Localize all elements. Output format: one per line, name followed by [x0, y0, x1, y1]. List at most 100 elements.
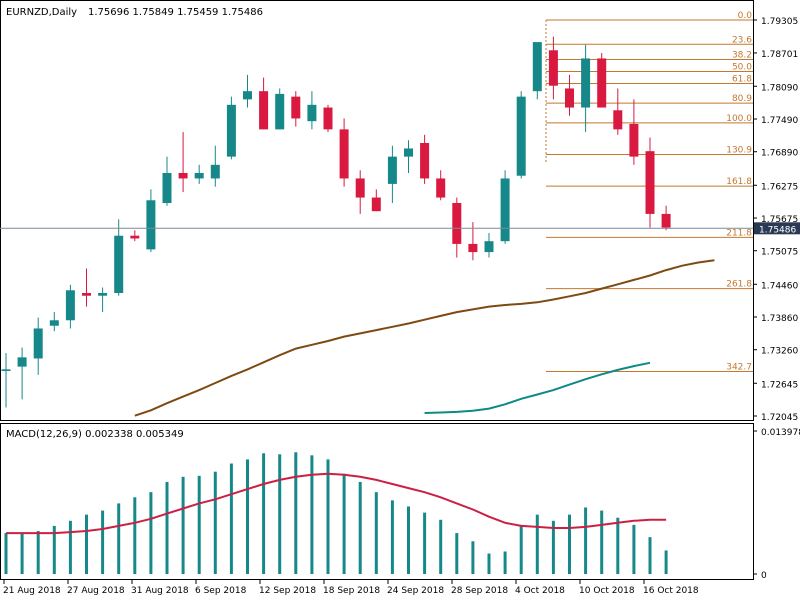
- candle-body: [210, 164, 220, 179]
- price-axis-tick-label: 1.76890: [761, 149, 798, 159]
- macd-histogram-bar: [374, 492, 378, 574]
- price-axis-tick-label: 1.72045: [761, 413, 798, 423]
- candle-body: [178, 173, 188, 179]
- time-axis-tick-label: 18 Sep 2018: [323, 586, 380, 596]
- candle-body: [226, 104, 236, 157]
- time-axis-tick-label: 21 Aug 2018: [3, 586, 61, 596]
- time-axis-tick-label: 12 Sep 2018: [259, 586, 316, 596]
- macd-histogram-bar: [52, 525, 56, 574]
- chart-ohlc-readout: 1.75696 1.75849 1.75459 1.75486: [88, 7, 263, 18]
- macd-histogram-bar: [117, 503, 121, 574]
- fib-level-label: 61.8: [732, 75, 752, 85]
- price-axis: 1.79305 1.78701 1.78090 1.77490 1.76890 1.762…: [753, 17, 798, 423]
- fib-level-label: 0.0: [738, 11, 753, 21]
- candle-body: [339, 129, 349, 179]
- candle-body: [404, 148, 413, 157]
- candle-body: [371, 197, 381, 212]
- candle-body: [243, 91, 252, 100]
- candle-body: [146, 200, 156, 250]
- macd-histogram-bar: [535, 514, 539, 574]
- macd-histogram-bar: [85, 514, 88, 574]
- candle-body: [307, 104, 317, 122]
- macd-histogram-bar: [423, 512, 427, 574]
- candle-body: [468, 243, 478, 253]
- macd-histogram-bar: [197, 475, 201, 574]
- fib-level-label: 80.9: [732, 94, 752, 104]
- macd-histogram-bar: [648, 537, 652, 574]
- candle-body: [130, 235, 140, 239]
- fib-level-label: 50.0: [732, 63, 752, 73]
- candle-body: [17, 357, 27, 367]
- fib-level-label: 261.8: [726, 280, 752, 290]
- macd-histogram-bar: [101, 510, 105, 574]
- time-axis-tick-label: 4 Oct 2018: [515, 586, 565, 596]
- fib-level-label: 161.8: [726, 177, 752, 187]
- candle-body: [420, 143, 430, 179]
- candle-body: [532, 42, 542, 92]
- macd-histogram-bar: [310, 455, 314, 574]
- candle-body: [645, 151, 655, 214]
- macd-histogram-bar: [664, 550, 668, 574]
- macd-histogram-bar: [213, 471, 217, 574]
- candle-body: [581, 58, 591, 108]
- last-price-tag: [754, 222, 800, 235]
- macd-histogram-bar: [632, 524, 636, 574]
- macd-histogram-bar: [68, 520, 72, 574]
- price-axis-tick-label: 1.75075: [761, 248, 798, 258]
- time-axis: 21 Aug 2018 27 Aug 2018 31 Aug 2018 6 Sep 2…: [3, 580, 699, 596]
- macd-histogram-bar: [568, 514, 571, 574]
- candle-body: [275, 93, 285, 130]
- candle-body: [323, 107, 333, 130]
- fib-level-label: 130.9: [726, 145, 752, 155]
- macd-histogram-bar: [278, 454, 282, 574]
- candle-body: [33, 328, 43, 359]
- candle-body: [548, 50, 558, 86]
- last-price-line: 1.75486: [0, 222, 800, 235]
- moving-average-fast-line: [424, 361, 651, 414]
- candle-body: [162, 173, 172, 203]
- time-axis-tick-label: 24 Sep 2018: [387, 586, 444, 596]
- candle-body: [452, 203, 462, 244]
- candle-body: [629, 123, 639, 157]
- macd-histogram-bar: [342, 473, 346, 574]
- last-price-tag-label: 1.75486: [759, 225, 796, 235]
- price-axis-tick-label: 1.75675: [761, 215, 798, 225]
- macd-histogram-bar: [519, 524, 523, 574]
- price-axis-tick-label: 1.76275: [761, 182, 798, 192]
- candle-body: [661, 213, 671, 228]
- macd-histogram-bar: [262, 453, 266, 574]
- candle-body: [98, 293, 108, 296]
- price-axis-tick-label: 1.73860: [761, 314, 798, 324]
- macd-histogram-bar: [503, 551, 507, 574]
- candle-body: [516, 96, 526, 176]
- macd-histogram-bar: [4, 533, 8, 574]
- macd-histogram-bar: [20, 533, 24, 574]
- time-axis-tick-label: 6 Sep 2018: [195, 586, 247, 596]
- candle-body: [82, 293, 91, 296]
- time-axis-tick-label: 31 Aug 2018: [131, 586, 189, 596]
- candle-body: [291, 96, 301, 119]
- candlestick-series: [1, 36, 671, 408]
- candle-body: [500, 178, 510, 242]
- moving-averages: [134, 259, 715, 417]
- macd-histogram-bar: [229, 463, 233, 574]
- macd-histogram-bar: [246, 459, 249, 574]
- candle-body: [1, 369, 11, 371]
- fib-level-label: 100.0: [726, 114, 752, 124]
- price-axis-tick-label: 1.77490: [761, 116, 798, 126]
- moving-average-slow-line: [134, 259, 715, 417]
- macd-histogram-bar: [326, 459, 330, 574]
- macd-histogram-bar: [487, 553, 491, 574]
- fib-level-label: 211.8: [726, 228, 752, 238]
- time-axis-tick-label: 10 Oct 2018: [579, 586, 635, 596]
- price-axis-tick-label: 1.72645: [761, 380, 798, 390]
- time-axis-tick-label: 16 Oct 2018: [643, 586, 699, 596]
- candle-body: [355, 178, 365, 198]
- candle-body: [436, 178, 446, 198]
- time-axis-tick-label: 27 Aug 2018: [67, 586, 125, 596]
- macd-histogram-bar: [181, 476, 185, 574]
- time-axis-tick-label: 28 Sep 2018: [451, 586, 508, 596]
- macd-histogram-bar: [390, 500, 394, 574]
